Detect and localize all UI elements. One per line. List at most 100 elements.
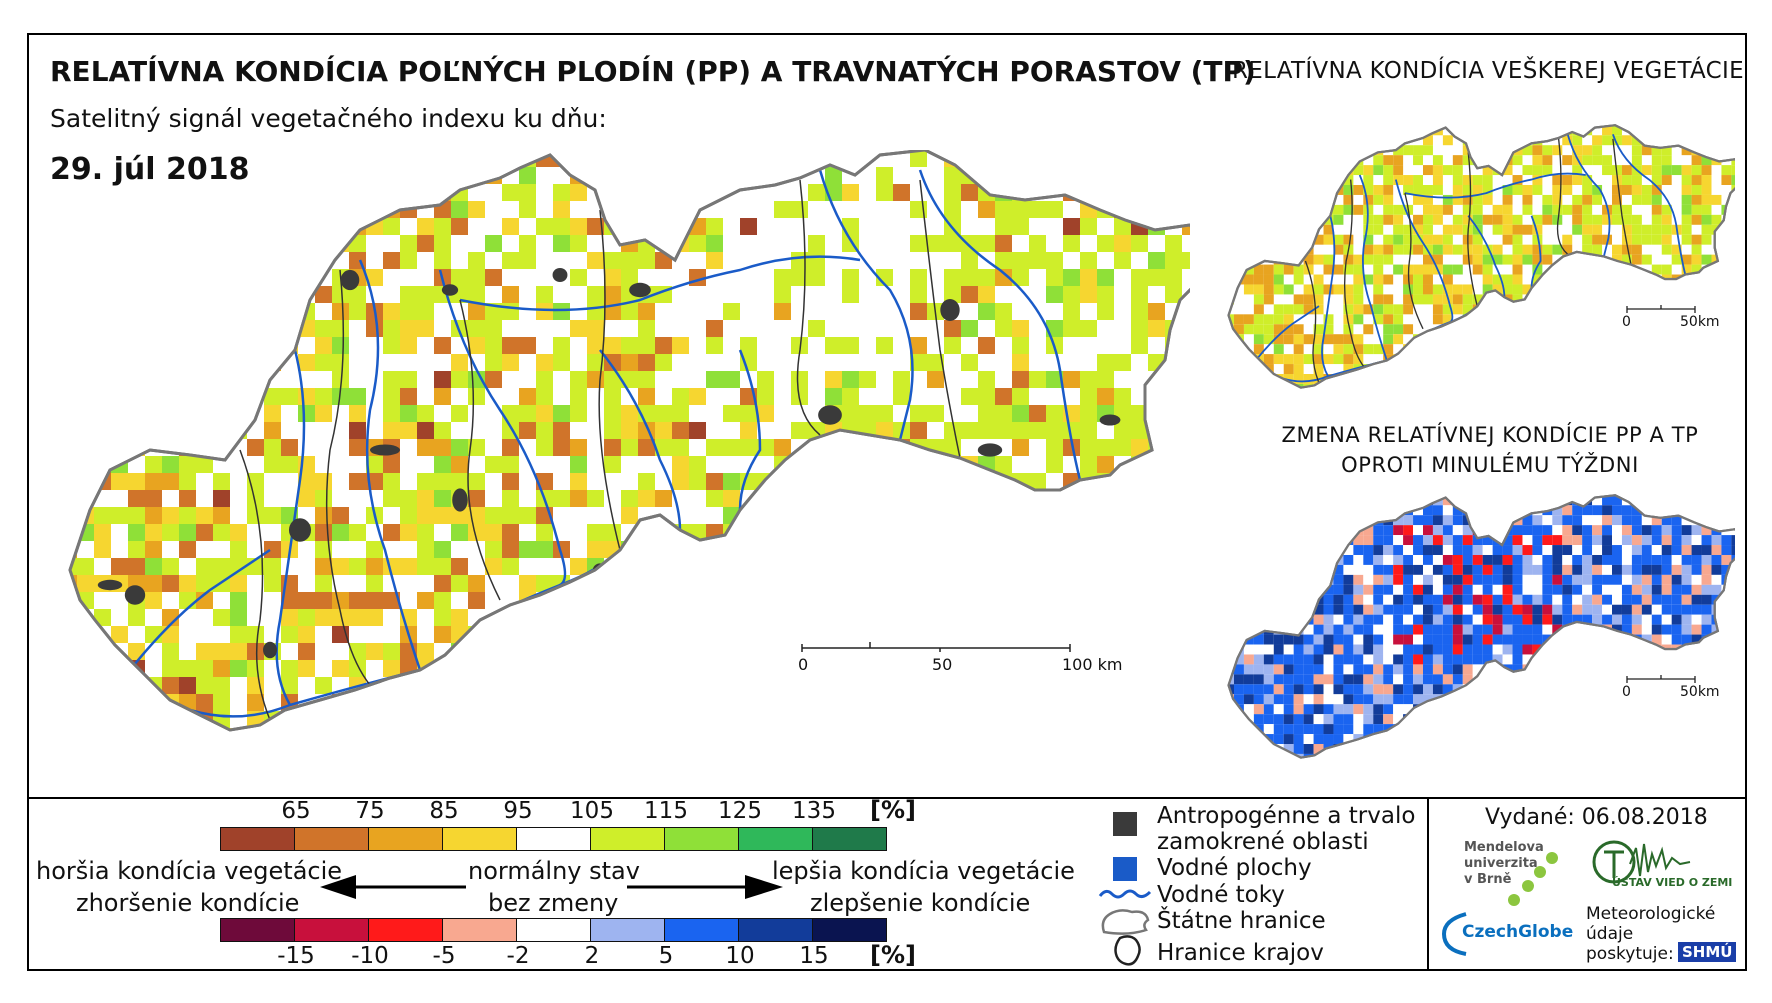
change-cell xyxy=(1621,584,1632,595)
change-cell xyxy=(1552,664,1563,675)
change-cell xyxy=(1552,614,1563,625)
condition-cell xyxy=(995,405,1012,422)
condition-cell xyxy=(1080,439,1097,456)
change-cell xyxy=(1273,594,1284,605)
vegetation-cell xyxy=(1293,234,1304,245)
vegetation-cell xyxy=(1343,383,1354,388)
condition-cell xyxy=(196,575,213,592)
change-cell xyxy=(1572,545,1583,555)
vegetation-cell xyxy=(1701,165,1712,176)
condition-cell xyxy=(978,541,995,558)
change-cell xyxy=(1493,764,1503,774)
condition-cell xyxy=(1012,218,1029,235)
change-cell xyxy=(1253,495,1264,506)
condition-cell xyxy=(230,235,247,252)
condition-cell xyxy=(672,558,689,575)
change-cell xyxy=(1622,764,1632,774)
condition-cell xyxy=(230,405,247,422)
condition-cell xyxy=(298,711,315,728)
vegetation-cell xyxy=(1482,155,1493,166)
condition-cell xyxy=(485,558,502,575)
condition-cell xyxy=(842,405,859,422)
vegetation-cell xyxy=(1661,125,1672,136)
change-cell xyxy=(1711,604,1722,615)
condition-cell xyxy=(825,490,842,507)
change-cell xyxy=(1363,594,1374,605)
condition-cell xyxy=(315,473,332,490)
change-cell xyxy=(1532,495,1543,506)
change-cell xyxy=(1383,744,1394,754)
vegetation-cell xyxy=(1413,224,1423,235)
change-cell xyxy=(1442,574,1453,585)
vegetation-cell xyxy=(1442,304,1453,315)
change-cell xyxy=(1462,664,1473,675)
change-cell xyxy=(1582,753,1593,758)
change-cell xyxy=(1562,764,1572,774)
vegetation-cell xyxy=(1691,244,1702,255)
condition-cell xyxy=(791,541,808,558)
change-cell xyxy=(1413,604,1423,615)
condition-cell xyxy=(706,677,723,694)
condition-cell xyxy=(247,354,264,371)
change-cell xyxy=(1233,604,1244,615)
vegetation-cell xyxy=(1701,175,1712,185)
change-cell xyxy=(1452,624,1463,635)
river-line xyxy=(738,349,762,511)
vegetation-cell xyxy=(1641,234,1652,245)
change-cell xyxy=(1592,535,1603,546)
change-cell xyxy=(1512,634,1523,645)
condition-cell xyxy=(1182,337,1190,354)
condition-cell xyxy=(196,558,213,575)
condition-cell xyxy=(111,439,128,456)
change-cell xyxy=(1313,744,1324,754)
change-cell xyxy=(1442,684,1453,695)
condition-cell xyxy=(910,745,927,762)
urban-area xyxy=(452,488,468,512)
condition-cell xyxy=(927,405,944,422)
vegetation-cell xyxy=(1552,125,1563,136)
condition-cell xyxy=(400,388,417,405)
change-cell xyxy=(1263,515,1274,526)
vegetation-cell xyxy=(1293,374,1304,384)
vegetation-cell xyxy=(1572,374,1583,384)
condition-cell xyxy=(757,405,774,422)
meteo-line2: údaje xyxy=(1586,924,1634,944)
vegetation-cell xyxy=(1532,254,1543,265)
change-cell xyxy=(1691,574,1702,585)
side-map-bottom-title-line1: ZMENA RELATÍVNEJ KONDÍCIE PP A TP xyxy=(1281,423,1699,447)
condition-cell xyxy=(1097,371,1114,388)
vegetation-cell xyxy=(1502,374,1513,384)
condition-cell xyxy=(230,643,247,660)
change-cell xyxy=(1462,734,1473,744)
condition-cell xyxy=(264,167,281,184)
condition-cell xyxy=(196,286,213,303)
condition-cell xyxy=(145,269,162,286)
change-cell xyxy=(1562,515,1573,526)
vegetation-cell xyxy=(1661,204,1672,215)
change-cell xyxy=(1333,594,1344,605)
vegetation-cell xyxy=(1542,194,1553,205)
change-cell xyxy=(1621,644,1632,655)
vegetation-cell xyxy=(1562,304,1573,315)
condition-cell xyxy=(264,575,281,592)
change-cell xyxy=(1353,594,1364,605)
change-cell xyxy=(1303,694,1314,705)
vegetation-cell xyxy=(1492,284,1503,295)
condition-cell xyxy=(128,473,145,490)
change-cell xyxy=(1313,724,1324,735)
condition-cell xyxy=(179,320,196,337)
vegetation-cell xyxy=(1263,135,1274,146)
change-cell xyxy=(1472,574,1483,585)
condition-cell xyxy=(145,490,162,507)
vegetation-cell xyxy=(1532,374,1543,384)
change-cell xyxy=(1681,584,1692,595)
condition-cell xyxy=(808,745,825,762)
vegetation-cell xyxy=(1612,383,1622,388)
change-cell xyxy=(1661,624,1672,635)
change-cell xyxy=(1612,764,1622,774)
vegetation-cell xyxy=(1641,374,1652,384)
condition-cell xyxy=(570,558,587,575)
condition-cell xyxy=(825,439,842,456)
change-cell xyxy=(1343,604,1354,615)
vegetation-cell xyxy=(1433,394,1443,404)
